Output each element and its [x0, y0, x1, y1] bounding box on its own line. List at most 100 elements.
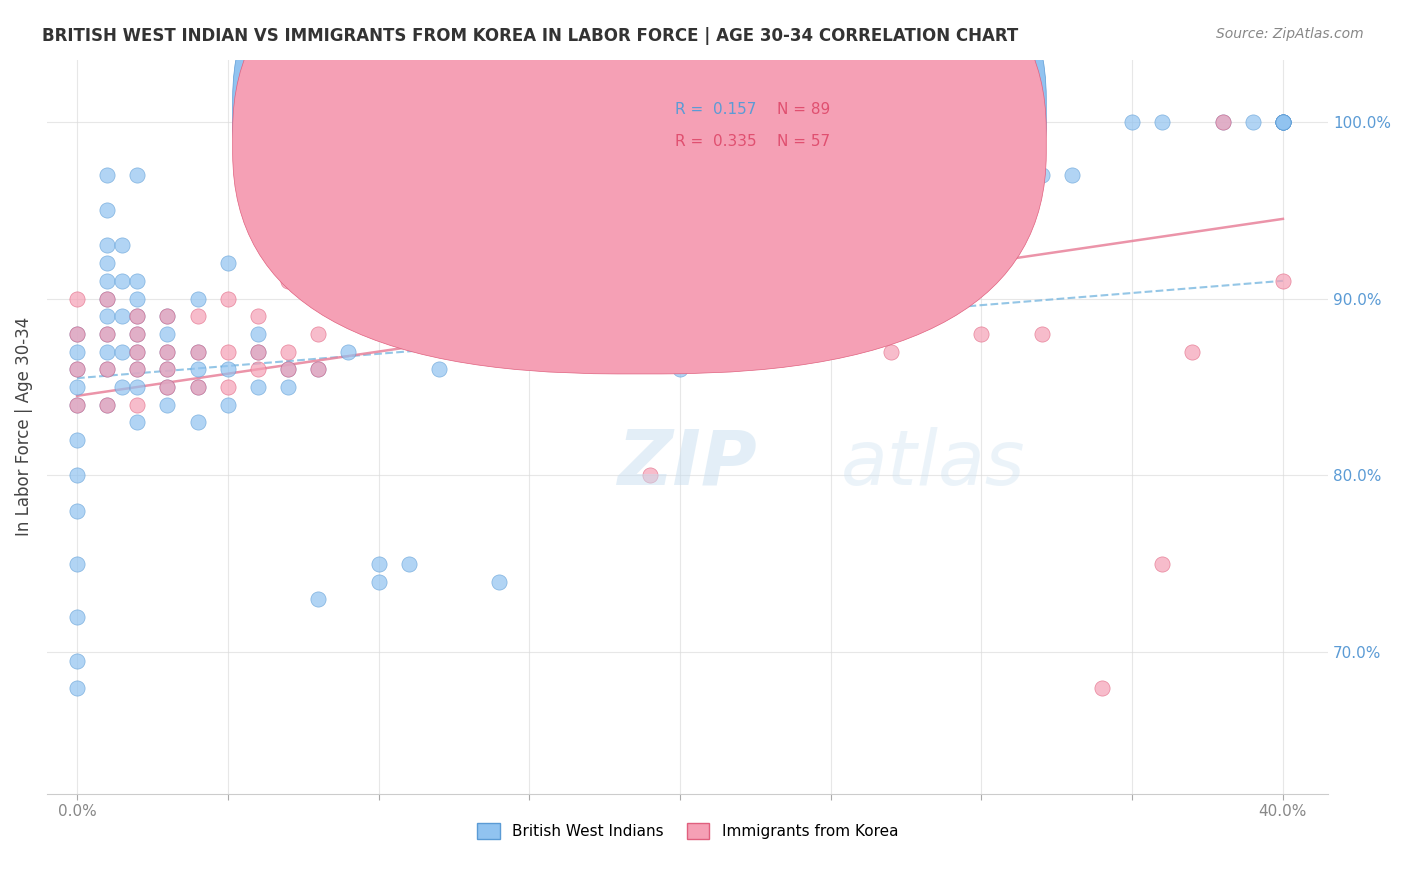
Text: N = 57: N = 57 [778, 135, 831, 149]
Point [277, 362, 299, 376]
Point [638, 468, 661, 483]
Point [1271, 114, 1294, 128]
Point [96, 202, 118, 217]
Point [96, 238, 118, 252]
Point [246, 344, 269, 359]
Point [96, 168, 118, 182]
Y-axis label: In Labor Force | Age 30-34: In Labor Force | Age 30-34 [15, 318, 32, 536]
Point [789, 344, 811, 359]
Point [156, 344, 179, 359]
Point [307, 362, 329, 376]
Point [609, 292, 631, 306]
Point [820, 202, 842, 217]
Point [127, 344, 149, 359]
Point [307, 362, 329, 376]
Point [66, 654, 89, 668]
Point [517, 344, 540, 359]
Point [156, 380, 179, 394]
Point [669, 362, 692, 376]
Point [127, 168, 149, 182]
Point [578, 186, 600, 200]
Point [517, 309, 540, 323]
Point [187, 292, 209, 306]
Point [246, 344, 269, 359]
Point [127, 362, 149, 376]
Point [156, 344, 179, 359]
Point [1271, 274, 1294, 288]
Point [367, 557, 389, 571]
Point [96, 326, 118, 341]
Point [127, 309, 149, 323]
Point [488, 574, 510, 589]
Point [96, 362, 118, 376]
Point [66, 433, 89, 447]
Point [66, 362, 89, 376]
Point [1152, 114, 1174, 128]
Point [217, 398, 239, 412]
Point [96, 398, 118, 412]
Point [187, 362, 209, 376]
Point [156, 362, 179, 376]
Point [337, 344, 360, 359]
Point [1152, 557, 1174, 571]
Point [1060, 168, 1083, 182]
Point [367, 574, 389, 589]
Point [127, 292, 149, 306]
Point [187, 344, 209, 359]
Point [127, 309, 149, 323]
Point [96, 326, 118, 341]
Point [217, 380, 239, 394]
Text: BRITISH WEST INDIAN VS IMMIGRANTS FROM KOREA IN LABOR FORCE | AGE 30-34 CORRELAT: BRITISH WEST INDIAN VS IMMIGRANTS FROM K… [42, 27, 1018, 45]
Point [156, 309, 179, 323]
Point [789, 309, 811, 323]
Point [759, 344, 782, 359]
Point [1031, 168, 1053, 182]
Point [1091, 681, 1114, 695]
Point [187, 380, 209, 394]
Text: R =  0.335: R = 0.335 [675, 135, 756, 149]
Point [66, 468, 89, 483]
Point [217, 362, 239, 376]
FancyBboxPatch shape [232, 0, 1046, 374]
Point [66, 344, 89, 359]
Text: ZIP: ZIP [617, 426, 758, 500]
Text: N = 89: N = 89 [778, 102, 831, 117]
Point [96, 398, 118, 412]
Point [488, 326, 510, 341]
Point [111, 274, 134, 288]
Point [66, 681, 89, 695]
Point [96, 344, 118, 359]
Point [578, 274, 600, 288]
Point [730, 326, 752, 341]
Point [1212, 114, 1234, 128]
Point [127, 326, 149, 341]
Point [548, 326, 571, 341]
Point [910, 168, 932, 182]
Point [127, 274, 149, 288]
Point [156, 380, 179, 394]
Point [156, 326, 179, 341]
Point [458, 344, 481, 359]
Point [699, 344, 721, 359]
Point [66, 292, 89, 306]
Point [1271, 114, 1294, 128]
Point [66, 557, 89, 571]
Point [66, 610, 89, 624]
Point [96, 362, 118, 376]
Point [217, 292, 239, 306]
Point [1271, 114, 1294, 128]
Point [217, 256, 239, 270]
Point [127, 380, 149, 394]
Point [488, 326, 510, 341]
Point [96, 292, 118, 306]
Point [699, 292, 721, 306]
Point [277, 274, 299, 288]
Point [156, 309, 179, 323]
Point [1121, 114, 1143, 128]
Text: Source: ZipAtlas.com: Source: ZipAtlas.com [1216, 27, 1364, 41]
Point [1271, 114, 1294, 128]
Point [127, 416, 149, 430]
FancyBboxPatch shape [592, 82, 898, 169]
Point [66, 326, 89, 341]
Point [1212, 114, 1234, 128]
